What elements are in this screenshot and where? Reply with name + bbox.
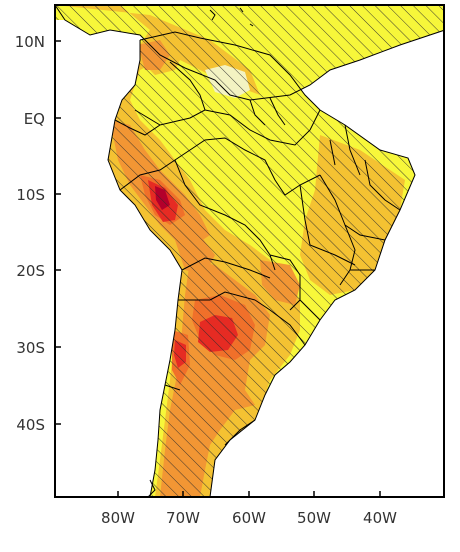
x-tick-label: 70W <box>166 509 200 527</box>
x-tick-label: 60W <box>232 509 266 527</box>
y-tick-label: 30S <box>16 339 45 357</box>
country-borders <box>55 5 444 497</box>
caribbean-islands <box>147 7 254 497</box>
y-tick-label: 20S <box>16 262 45 280</box>
y-tick-label: 40S <box>16 416 45 434</box>
x-tick-label: 50W <box>297 509 331 527</box>
x-axis <box>117 491 381 497</box>
y-tick-label: 10S <box>16 186 45 204</box>
y-tick-label: 10N <box>15 33 45 51</box>
y-tick-label: EQ <box>24 110 45 128</box>
y-axis <box>55 40 61 425</box>
x-tick-label: 80W <box>101 509 135 527</box>
x-tick-label: 40W <box>363 509 397 527</box>
